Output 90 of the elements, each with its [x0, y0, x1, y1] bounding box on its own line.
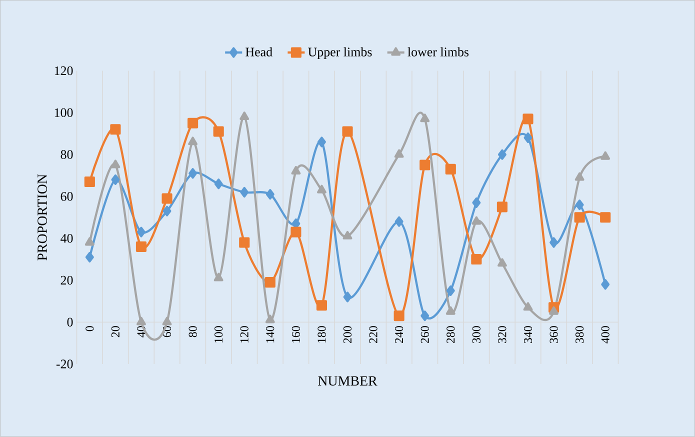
point [162, 316, 172, 326]
x-tick-label: 220 [369, 326, 378, 344]
point [497, 258, 507, 267]
point [549, 306, 559, 315]
point [317, 136, 326, 148]
x-tick-label: 320 [498, 326, 506, 344]
point [188, 136, 198, 146]
point [420, 114, 430, 122]
x-tick-label: 200 [343, 326, 352, 344]
point [342, 231, 352, 240]
point [110, 124, 121, 135]
y-tick-label: -20 [56, 360, 73, 368]
point [188, 118, 198, 129]
y-tick-label: 20 [60, 276, 73, 285]
point [110, 160, 120, 168]
point [240, 187, 249, 198]
point [343, 292, 352, 302]
point [446, 306, 456, 315]
x-tick-label: 100 [214, 326, 223, 343]
point [600, 151, 610, 160]
legend-label: Upper limbs [308, 47, 372, 60]
y-tick-label: 60 [60, 192, 73, 201]
point [291, 166, 301, 175]
point [214, 178, 223, 190]
x-tick-label: 300 [472, 326, 480, 344]
x-axis-title: NUMBER [318, 376, 378, 386]
point [84, 176, 95, 188]
point [264, 277, 276, 288]
point [522, 114, 534, 124]
point [213, 126, 224, 137]
point [394, 216, 404, 227]
legend-label: lower limbs [408, 47, 469, 57]
x-tick-label: 380 [576, 326, 584, 344]
point [601, 279, 610, 290]
x-tick-label: 240 [395, 326, 404, 344]
x-tick-label: 280 [446, 326, 455, 344]
point [266, 189, 274, 200]
x-tick-label: 160 [292, 326, 300, 343]
y-tick-label: 40 [60, 234, 73, 243]
point [111, 174, 120, 186]
x-tick-label: 0 [86, 326, 94, 332]
point [394, 149, 404, 158]
point [523, 302, 533, 311]
point [188, 168, 198, 179]
point [524, 132, 532, 144]
legend-label: Head [246, 47, 272, 57]
x-tick-label: 260 [420, 326, 429, 344]
point [472, 216, 482, 225]
point [265, 314, 275, 324]
point [162, 206, 172, 216]
point [342, 126, 353, 137]
point [496, 202, 508, 212]
x-tick-label: 400 [601, 326, 610, 344]
x-tick-label: 80 [188, 326, 197, 338]
point [239, 237, 250, 248]
point [420, 160, 430, 170]
point [85, 252, 94, 263]
x-tick-label: 340 [524, 326, 532, 344]
point [316, 300, 328, 311]
x-tick-label: 360 [550, 326, 558, 344]
point [316, 184, 326, 194]
y-tick-label: 0 [67, 318, 73, 327]
point [446, 286, 455, 296]
point [214, 272, 224, 282]
point [574, 212, 585, 223]
point [471, 254, 482, 265]
y-tick-label: 100 [54, 108, 73, 118]
point [498, 149, 506, 160]
point [136, 316, 146, 326]
x-tick-label: 140 [266, 326, 274, 343]
x-tick-label: 180 [318, 326, 326, 343]
point [240, 112, 250, 120]
point [600, 212, 611, 223]
point [445, 164, 456, 175]
point [136, 242, 147, 252]
y-tick-label: 80 [60, 150, 73, 160]
point [575, 200, 584, 210]
point [290, 226, 302, 238]
y-axis-title: PROPORTION [38, 174, 47, 260]
x-tick-label: 20 [111, 326, 120, 338]
point [84, 237, 94, 246]
y-tick-label: 120 [54, 66, 73, 76]
point [136, 226, 146, 238]
point [550, 237, 558, 248]
point [420, 310, 430, 322]
point [162, 193, 172, 204]
x-tick-label: 120 [240, 326, 248, 343]
point [574, 172, 584, 181]
point [394, 310, 404, 322]
point [472, 198, 481, 208]
